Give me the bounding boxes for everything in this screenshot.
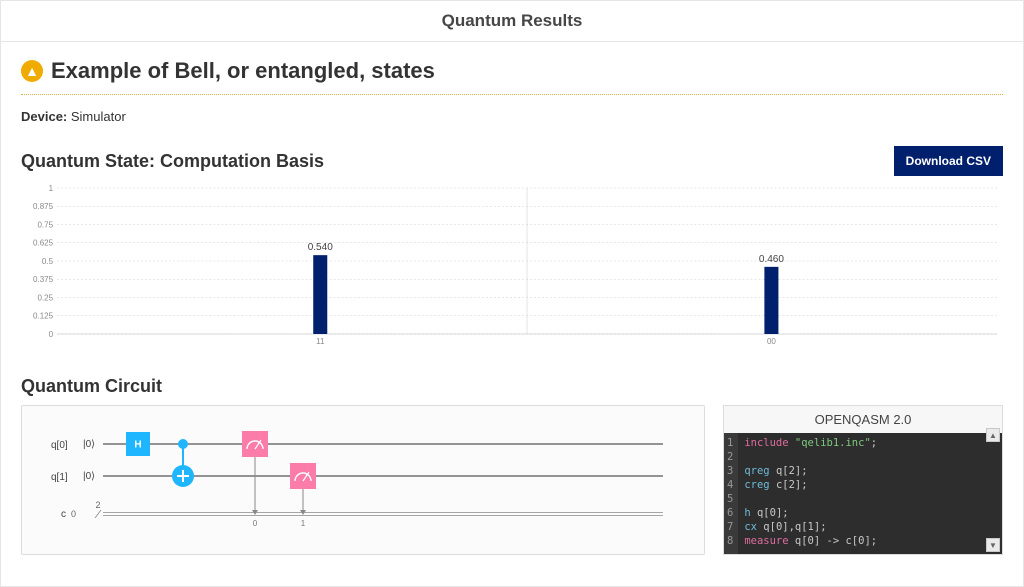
scroll-down-button[interactable]: ▼	[986, 538, 1000, 552]
chart-bar	[313, 255, 327, 334]
svg-text:q[1]: q[1]	[51, 472, 68, 483]
svg-text:1: 1	[301, 519, 306, 528]
line-gutter: 12345678	[724, 433, 738, 554]
qasm-code-panel: OPENQASM 2.0 12345678 include "qelib1.in…	[723, 405, 1003, 555]
svg-text:c: c	[61, 509, 66, 520]
qasm-body: 12345678 include "qelib1.inc"; qreg q[2]…	[724, 433, 1002, 554]
scroll-up-button[interactable]: ▲	[986, 428, 1000, 442]
device-label: Device:	[21, 109, 67, 124]
svg-text:|0⟩: |0⟩	[83, 471, 95, 482]
svg-text:2: 2	[95, 500, 100, 510]
svg-text:0: 0	[71, 509, 76, 519]
svg-text:00: 00	[767, 337, 776, 346]
svg-text:0.375: 0.375	[33, 275, 54, 284]
device-value: Simulator	[71, 109, 126, 124]
code-lines: include "qelib1.inc"; qreg q[2];creg c[2…	[738, 433, 883, 554]
cx-control	[178, 439, 188, 449]
measure-gate	[242, 431, 268, 457]
circuit-section: Quantum Circuit q[0] q[1] c |0⟩ |0⟩ 2 0 H 0 1 OPE…	[21, 376, 1003, 555]
chart-title: Quantum State: Computation Basis	[21, 151, 324, 172]
svg-text:1: 1	[49, 184, 54, 193]
svg-text:0.5: 0.5	[42, 257, 54, 266]
svg-text:0.460: 0.460	[759, 254, 784, 265]
svg-text:H: H	[134, 440, 141, 451]
svg-text:q[0]: q[0]	[51, 440, 68, 451]
circuit-row: q[0] q[1] c |0⟩ |0⟩ 2 0 H 0 1 OPENQASM 2.0 123456…	[21, 405, 1003, 555]
download-csv-button[interactable]: Download CSV	[894, 146, 1003, 176]
chart-bar	[764, 267, 778, 334]
page-header: Quantum Results	[1, 1, 1023, 42]
svg-text:0.25: 0.25	[37, 294, 53, 303]
svg-text:|0⟩: |0⟩	[83, 439, 95, 450]
page-title: Example of Bell, or entangled, states	[51, 58, 435, 84]
svg-text:0.540: 0.540	[308, 242, 333, 253]
circuit-title: Quantum Circuit	[21, 376, 1003, 397]
svg-text:0.625: 0.625	[33, 239, 54, 248]
warning-icon: ▲	[21, 60, 43, 82]
svg-text:11: 11	[316, 337, 325, 346]
qasm-header: OPENQASM 2.0	[724, 406, 1002, 433]
svg-text:0.75: 0.75	[37, 221, 53, 230]
page-header-title: Quantum Results	[442, 11, 583, 30]
svg-text:0: 0	[49, 330, 54, 339]
device-row: Device: Simulator	[21, 109, 1003, 124]
svg-text:0.125: 0.125	[33, 312, 54, 321]
content: ▲ Example of Bell, or entangled, states …	[1, 42, 1023, 555]
quantum-state-chart: 0 0.125 0.25 0.375 0.5 0.625 0.75 0.875 1 0.540 11…	[21, 182, 1003, 352]
chart-header-row: Quantum State: Computation Basis Downloa…	[21, 146, 1003, 176]
quantum-circuit-diagram: q[0] q[1] c |0⟩ |0⟩ 2 0 H 0 1	[21, 405, 705, 555]
measure-gate	[290, 463, 316, 489]
svg-text:0: 0	[253, 519, 258, 528]
svg-text:0.875: 0.875	[33, 202, 54, 211]
title-row: ▲ Example of Bell, or entangled, states	[21, 58, 1003, 95]
